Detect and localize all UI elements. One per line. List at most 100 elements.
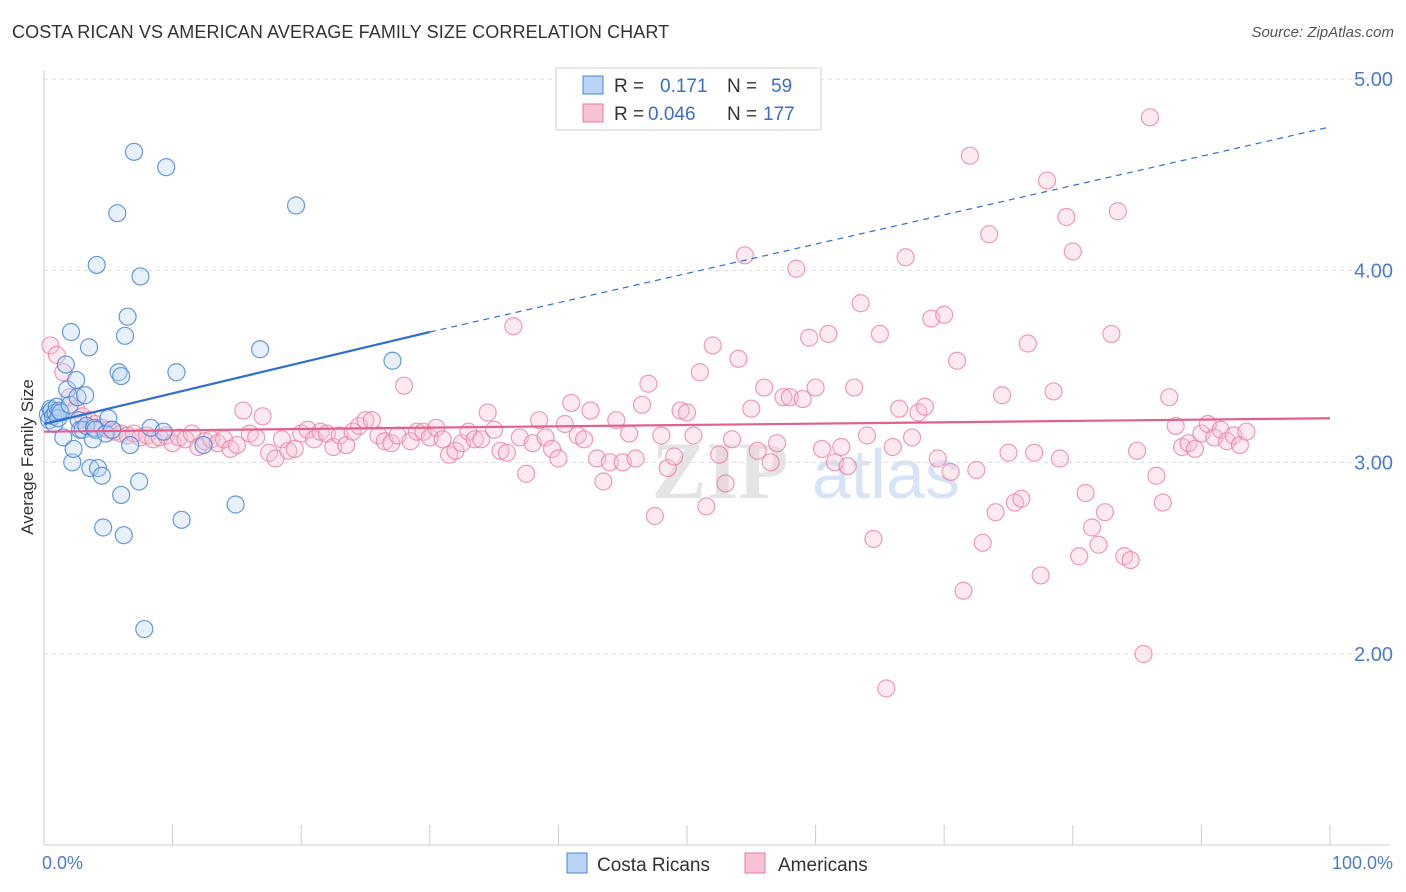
american-point xyxy=(1082,518,1102,537)
american-point xyxy=(594,472,613,491)
american-point xyxy=(1127,441,1147,460)
costa-rican-point xyxy=(250,340,270,359)
x-tick-label-0: 0.0% xyxy=(42,853,83,873)
american-point xyxy=(992,386,1012,405)
american-point xyxy=(787,259,806,278)
costa-rican-point xyxy=(60,395,79,414)
bottom-legend-swatch-blue xyxy=(566,852,588,874)
american-point xyxy=(812,439,832,459)
source-credit: Source: ZipAtlas.com xyxy=(1251,24,1394,41)
american-point xyxy=(947,351,967,370)
american-point xyxy=(1044,382,1063,401)
american-point xyxy=(1153,493,1172,512)
american-point xyxy=(845,378,864,397)
american-point xyxy=(1108,202,1127,221)
american-point xyxy=(247,428,266,447)
american-point xyxy=(819,324,838,344)
costa-rican-point xyxy=(92,466,111,485)
american-point xyxy=(986,503,1005,522)
american-point xyxy=(877,679,896,698)
american-point xyxy=(793,389,812,409)
american-point xyxy=(652,426,671,445)
costa-rican-point xyxy=(76,386,95,405)
american-point xyxy=(272,430,292,449)
american-point xyxy=(915,397,935,416)
american-point xyxy=(626,449,645,468)
american-point xyxy=(1037,171,1057,190)
costa-rican-point xyxy=(94,518,113,537)
americans-trend-line xyxy=(43,417,1331,433)
y-tick-label-1: 3.00 xyxy=(1354,452,1393,474)
y-tick-label-3: 5.00 xyxy=(1354,69,1393,91)
x-tick-label-1: 100.0% xyxy=(1332,853,1393,873)
costa-rican-point xyxy=(172,510,191,529)
costa-rican-point xyxy=(61,322,81,342)
american-point xyxy=(658,458,677,478)
american-point xyxy=(896,248,915,267)
americans-points xyxy=(41,108,1256,698)
american-point xyxy=(735,246,754,265)
american-point xyxy=(999,443,1018,462)
american-point xyxy=(485,420,504,439)
american-point xyxy=(279,441,298,460)
costa-rican-point xyxy=(56,355,75,374)
legend-r-value-2: 0.046 xyxy=(648,104,696,125)
american-point xyxy=(465,430,484,449)
american-point xyxy=(555,414,574,434)
legend-swatch-blue xyxy=(582,75,604,95)
american-point xyxy=(549,449,568,468)
american-point xyxy=(851,294,870,313)
american-point xyxy=(806,378,825,397)
y-tick-label-0: 2.00 xyxy=(1354,644,1393,666)
costa-rican-point xyxy=(121,435,140,455)
american-point xyxy=(478,403,497,422)
american-point xyxy=(234,401,253,420)
costa-rican-point xyxy=(383,351,402,370)
costa-rican-point xyxy=(64,439,83,459)
costa-rican-point xyxy=(226,495,245,514)
american-point xyxy=(677,403,697,422)
american-point xyxy=(1095,503,1115,522)
american-point xyxy=(761,453,780,472)
american-point xyxy=(902,428,922,447)
costa-rican-point xyxy=(286,196,306,215)
american-point xyxy=(755,378,774,397)
american-point xyxy=(742,399,761,418)
american-point xyxy=(980,225,999,244)
american-point xyxy=(562,393,581,413)
axes xyxy=(43,70,1390,846)
american-point xyxy=(973,533,992,552)
american-point xyxy=(1089,535,1108,554)
legend-n-label-1: N = xyxy=(727,76,757,97)
american-point xyxy=(716,474,735,493)
american-point xyxy=(800,328,819,347)
costa-rican-point xyxy=(167,363,186,382)
costa-rican-point xyxy=(63,453,82,472)
american-point xyxy=(639,374,658,393)
grid-lines xyxy=(44,78,1390,655)
y-tick-labels: 2.00 3.00 4.00 5.00 xyxy=(1354,69,1393,666)
american-point xyxy=(774,388,793,407)
american-point xyxy=(767,434,787,453)
costa-rican-point xyxy=(87,255,106,275)
bottom-legend-costa-ricans: Costa Ricans xyxy=(597,855,710,876)
american-point xyxy=(1050,449,1070,468)
costa-rican-point xyxy=(154,422,173,441)
costa-rican-point xyxy=(108,204,127,223)
american-point xyxy=(394,376,414,395)
american-point xyxy=(665,447,684,466)
american-point xyxy=(729,349,748,368)
american-point xyxy=(575,430,594,449)
y-tick-label-2: 4.00 xyxy=(1354,261,1393,283)
american-point xyxy=(401,432,420,451)
american-point xyxy=(362,411,382,430)
american-point xyxy=(832,437,851,457)
costa-rican-point xyxy=(130,472,149,491)
american-point xyxy=(1185,439,1205,459)
american-point xyxy=(941,462,960,482)
american-point xyxy=(1237,422,1256,441)
american-point xyxy=(1166,416,1185,436)
american-point xyxy=(671,401,690,420)
costa-rican-point xyxy=(157,158,176,177)
american-point xyxy=(960,146,980,165)
